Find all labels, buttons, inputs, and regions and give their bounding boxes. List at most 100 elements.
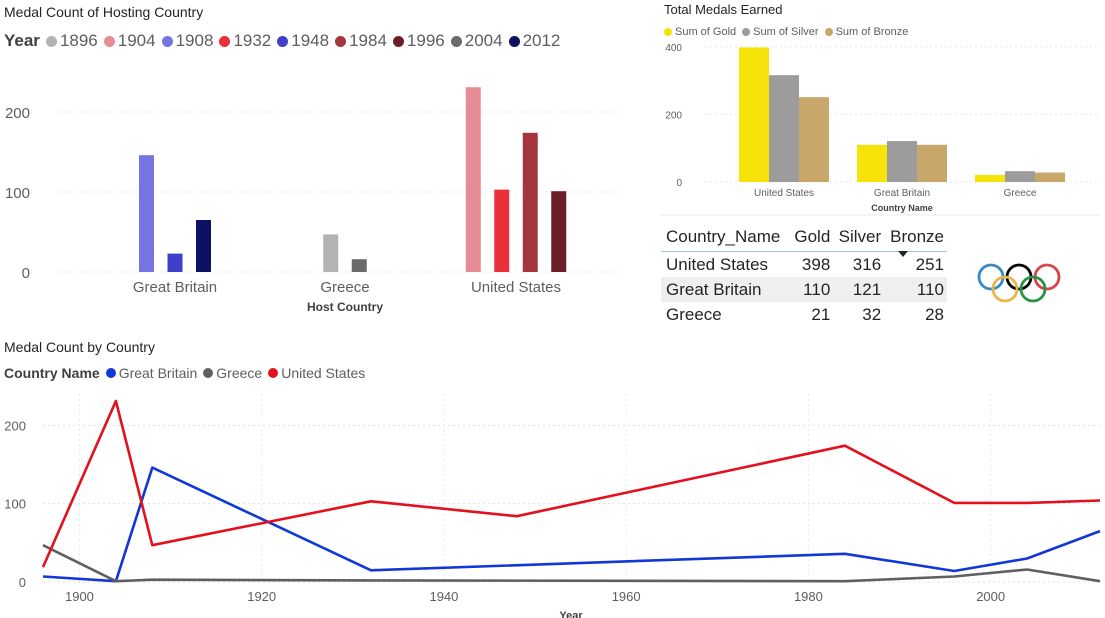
line-legend-title: Country Name	[4, 365, 100, 381]
x-tick-label: 1980	[794, 589, 823, 604]
hosting-legend-item[interactable]: 1932	[219, 31, 271, 51]
hosting-legend-label: 1908	[175, 31, 214, 50]
bar	[465, 87, 481, 272]
bar	[975, 174, 1005, 182]
legend-marker-icon	[219, 35, 231, 47]
ring	[991, 275, 1019, 303]
medal-table[interactable]: Country_Name Gold Silver Bronze United S…	[661, 222, 947, 327]
total-legend-label: Sum of Silver	[753, 26, 819, 38]
line-legend-label: Greece	[216, 365, 263, 381]
y-tick-label: 400	[665, 43, 682, 54]
hosting-legend-item[interactable]: 1984	[335, 31, 387, 51]
total-legend-label: Sum of Gold	[675, 26, 737, 38]
bar	[1035, 172, 1065, 182]
bar	[887, 141, 917, 182]
line-legend-item[interactable]: Great Britain	[105, 365, 198, 381]
total-legend-item[interactable]: Sum of Bronze	[824, 26, 909, 38]
hosting-legend-item[interactable]: 1904	[103, 31, 156, 51]
table-cell: 121	[852, 279, 882, 299]
column-header-gold[interactable]: Gold	[794, 227, 831, 246]
total-legend[interactable]: Sum of Gold Sum of Silver Sum of Bronze	[664, 26, 914, 38]
x-tick-label: Greece	[1004, 188, 1037, 199]
total-legend-label: Sum of Bronze	[835, 26, 909, 38]
medal-count-by-country-chart[interactable]: Medal Count by Country Country Name Grea…	[0, 334, 1105, 618]
hosting-legend-item[interactable]: 1908	[161, 31, 214, 51]
hosting-legend[interactable]: Year 1896 1904 1908 1932 1948 1984 1996 2004 201…	[4, 31, 566, 51]
hosting-legend-title: Year	[4, 31, 40, 50]
hosting-legend-item[interactable]: 2012	[508, 31, 560, 51]
bar	[522, 132, 538, 272]
total-legend-item[interactable]: Sum of Gold	[664, 26, 736, 38]
series-line	[42, 544, 1101, 583]
column-header-bronze[interactable]: Bronze	[884, 222, 947, 257]
hosting-chart-plot: 0 100 200 Great Britain Greece United States H…	[5, 87, 620, 314]
total-chart-plot: 0 200 400 United States Great Britain Greece C…	[660, 43, 1100, 216]
total-legend-items: Sum of Gold Sum of Silver Sum of Bronze	[664, 26, 914, 38]
bar	[857, 144, 887, 182]
hosting-country-chart[interactable]: Medal Count of Hosting Country Year 1896…	[0, 0, 640, 322]
hosting-legend-item[interactable]: 1996	[392, 31, 445, 51]
bar	[167, 253, 183, 272]
table-cell: Greece	[666, 304, 722, 324]
legend-marker-icon	[392, 35, 404, 47]
legend-marker-icon	[161, 35, 173, 47]
ring	[1019, 275, 1047, 303]
table-cell: 28	[925, 304, 944, 324]
y-tick-label: 200	[665, 110, 682, 121]
table-cell: 21	[811, 304, 831, 324]
legend-marker-icon	[824, 28, 833, 36]
table-cell: 110	[916, 279, 944, 299]
hosting-legend-label: 1984	[349, 31, 387, 50]
x-tick-label: United States	[754, 188, 814, 199]
bar	[196, 220, 211, 272]
line-legend-item[interactable]: United States	[268, 365, 365, 381]
bar	[139, 155, 154, 272]
x-tick-label: 1900	[65, 589, 94, 604]
bar	[1005, 171, 1035, 182]
x-tick-label: Great Britain	[874, 188, 930, 199]
x-tick-label: 1920	[247, 589, 276, 604]
y-tick-label: 100	[4, 497, 26, 512]
table-cell: 110	[803, 279, 831, 299]
x-tick-label: Greece	[320, 279, 369, 296]
legend-marker-icon	[268, 368, 279, 378]
bar	[917, 144, 947, 182]
legend-marker-icon	[450, 35, 462, 47]
table-cell: 32	[862, 304, 882, 324]
legend-marker-icon	[105, 368, 116, 378]
hosting-legend-item[interactable]: 1948	[277, 31, 329, 51]
legend-marker-icon	[203, 368, 214, 378]
line-legend[interactable]: Country Name Great Britain Greece United S…	[4, 365, 371, 381]
legend-marker-icon	[664, 28, 672, 36]
y-tick-label: 100	[5, 185, 30, 202]
column-header-country[interactable]: Country_Name	[666, 227, 781, 246]
total-medals-chart[interactable]: Total Medals Earned Sum of Gold Sum of Si…	[660, 0, 1105, 216]
table-cell: 316	[852, 254, 882, 274]
line-legend-items: Great Britain Greece United States	[105, 365, 372, 381]
x-tick-label: United States	[471, 279, 561, 296]
hosting-legend-label: 1932	[233, 31, 272, 50]
hosting-legend-items: 1896 1904 1908 1932 1948 1984 1996 2004 2012	[45, 31, 566, 51]
table-cell: Great Britain	[666, 279, 762, 299]
line-legend-label: Great Britain	[118, 365, 198, 381]
table-cell: 251	[915, 254, 944, 274]
table-cell: 398	[801, 254, 831, 274]
total-legend-item[interactable]: Sum of Silver	[742, 26, 819, 38]
column-header-silver[interactable]: Silver	[838, 227, 882, 246]
hosting-legend-item[interactable]: 2004	[450, 31, 503, 51]
line-legend-item[interactable]: Greece	[203, 365, 262, 381]
hosting-legend-item[interactable]: 1896	[45, 31, 98, 51]
table-row: United States 398 316 251	[661, 252, 947, 278]
olympic-rings-icon	[977, 263, 1061, 303]
table-row: Greece 21 32 28	[661, 302, 947, 327]
legend-marker-icon	[103, 35, 115, 47]
x-tick-label: 1960	[612, 589, 641, 604]
line-chart-plot: 0 100 200 1900 1920 1940 1960 1980 2000 Year	[4, 394, 1101, 618]
table-header-row: Country_Name Gold Silver Bronze	[661, 222, 947, 257]
x-tick-label: Great Britain	[133, 279, 217, 296]
y-tick-label: 0	[676, 178, 682, 189]
line-chart-title: Medal Count by Country	[4, 339, 155, 355]
x-axis-title: Year	[559, 610, 583, 618]
hosting-legend-label: 1896	[59, 31, 98, 50]
table-cell: United States	[666, 254, 769, 274]
